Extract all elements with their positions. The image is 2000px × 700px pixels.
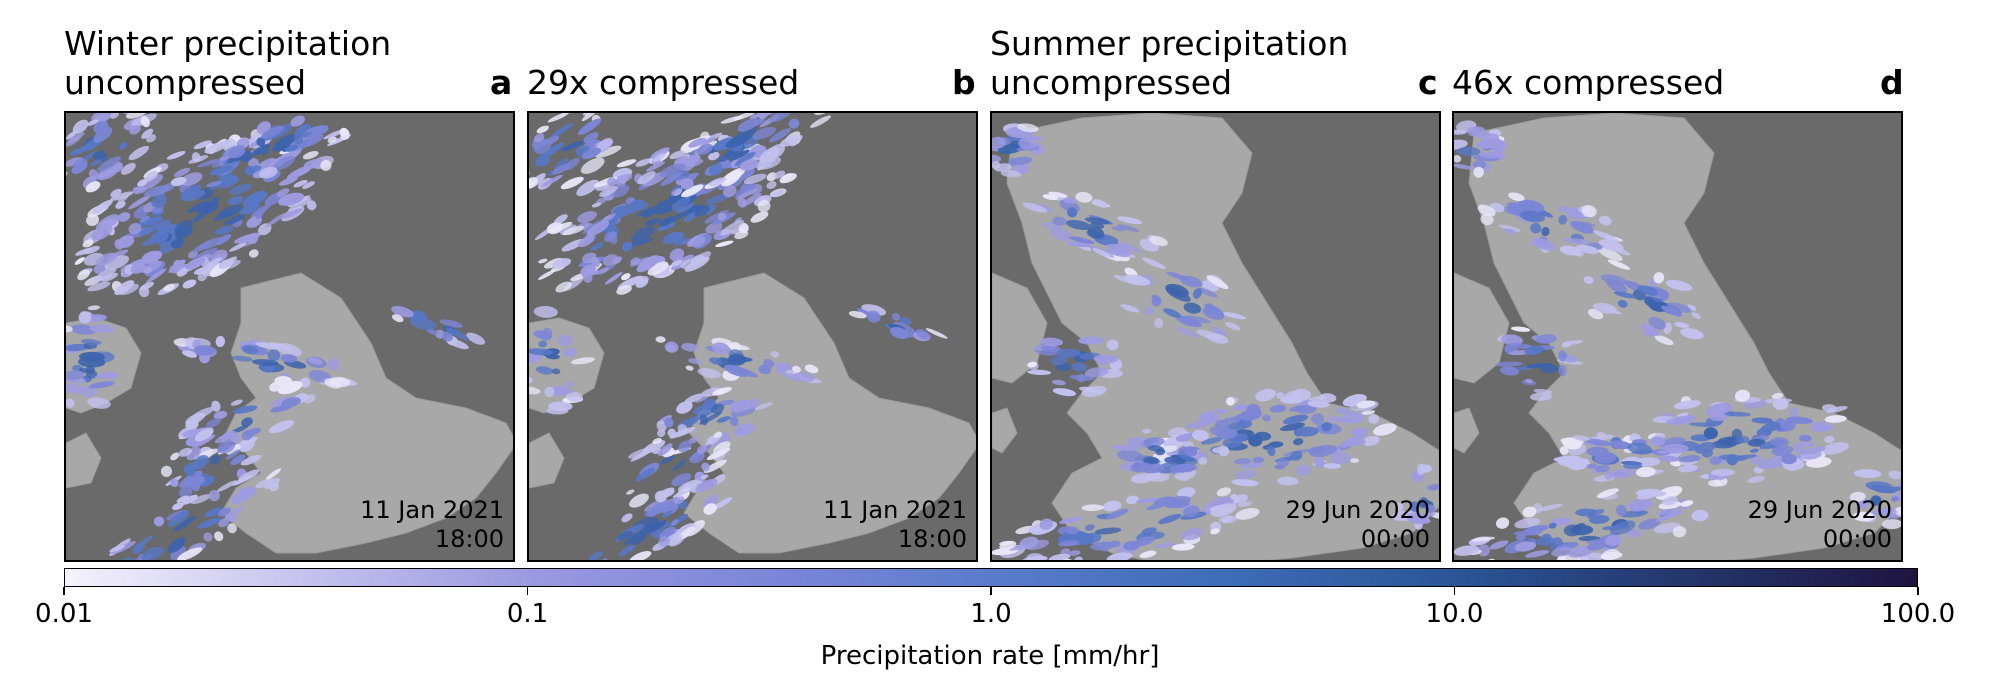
colorbar-label: Precipitation rate [mm/hr] bbox=[820, 641, 1160, 671]
colorbar-tick-label: 0.01 bbox=[35, 599, 93, 629]
land-layer bbox=[66, 272, 513, 554]
winter-group-title: Winter precipitation bbox=[64, 24, 392, 63]
colorbar-tick-label: 100.0 bbox=[1880, 599, 1956, 629]
panel-a-date: 11 Jan 2021 bbox=[360, 496, 504, 524]
panel-a-subtitle: uncompressed bbox=[64, 63, 307, 102]
precipitation-layer bbox=[1454, 120, 1901, 560]
precipitation-layer bbox=[529, 113, 948, 560]
colorbar-tick bbox=[1453, 587, 1456, 595]
panel-a-timestamp: 11 Jan 2021 18:00 bbox=[360, 496, 504, 554]
panel-c-tag: c bbox=[1418, 63, 1438, 102]
panel-c-date: 29 Jun 2020 bbox=[1285, 496, 1430, 524]
colorbar-tick bbox=[990, 587, 992, 595]
map-panel-c: 29 Jun 2020 00:00 bbox=[990, 111, 1441, 562]
panel-b-date: 11 Jan 2021 bbox=[823, 496, 967, 524]
panel-c-timestamp: 29 Jun 2020 00:00 bbox=[1286, 496, 1430, 554]
map-panel-a: 11 Jan 2021 18:00 bbox=[64, 111, 515, 562]
colorbar-tick bbox=[1917, 587, 1919, 595]
panel-c-time: 00:00 bbox=[1360, 525, 1430, 553]
map-panel-b: 11 Jan 2021 18:00 bbox=[527, 111, 978, 562]
panel-d-time: 00:00 bbox=[1822, 525, 1892, 553]
precipitation-map-c bbox=[992, 113, 1439, 560]
panel-d-subtitle: 46x compressed bbox=[1452, 63, 1725, 102]
colorbar bbox=[64, 568, 1918, 587]
panel-d-timestamp: 29 Jun 2020 00:00 bbox=[1748, 496, 1892, 554]
precipitation-layer bbox=[66, 113, 486, 560]
panel-b-subtitle: 29x compressed bbox=[527, 63, 800, 102]
panel-a-tag: a bbox=[490, 63, 513, 102]
panel-b-time: 18:00 bbox=[897, 525, 967, 553]
precipitation-map-d bbox=[1454, 113, 1901, 560]
panel-d-date: 29 Jun 2020 bbox=[1747, 496, 1892, 524]
colorbar-tick bbox=[526, 587, 529, 595]
summer-group-title: Summer precipitation bbox=[990, 24, 1349, 63]
colorbar-tick-label: 1.0 bbox=[970, 599, 1012, 629]
precipitation-layer bbox=[992, 123, 1439, 560]
panel-d-tag: d bbox=[1880, 63, 1904, 102]
map-panel-d: 29 Jun 2020 00:00 bbox=[1452, 111, 1903, 562]
panel-a-time: 18:00 bbox=[434, 525, 504, 553]
precipitation-map-b bbox=[529, 113, 976, 560]
colorbar-tick bbox=[63, 587, 65, 595]
colorbar-tick-label: 0.1 bbox=[506, 599, 549, 629]
colorbar-tick-label: 10.0 bbox=[1425, 599, 1484, 629]
panel-b-timestamp: 11 Jan 2021 18:00 bbox=[823, 496, 967, 554]
precipitation-map-a bbox=[66, 113, 513, 560]
panel-b-tag: b bbox=[952, 63, 976, 102]
panel-c-subtitle: uncompressed bbox=[990, 63, 1233, 102]
